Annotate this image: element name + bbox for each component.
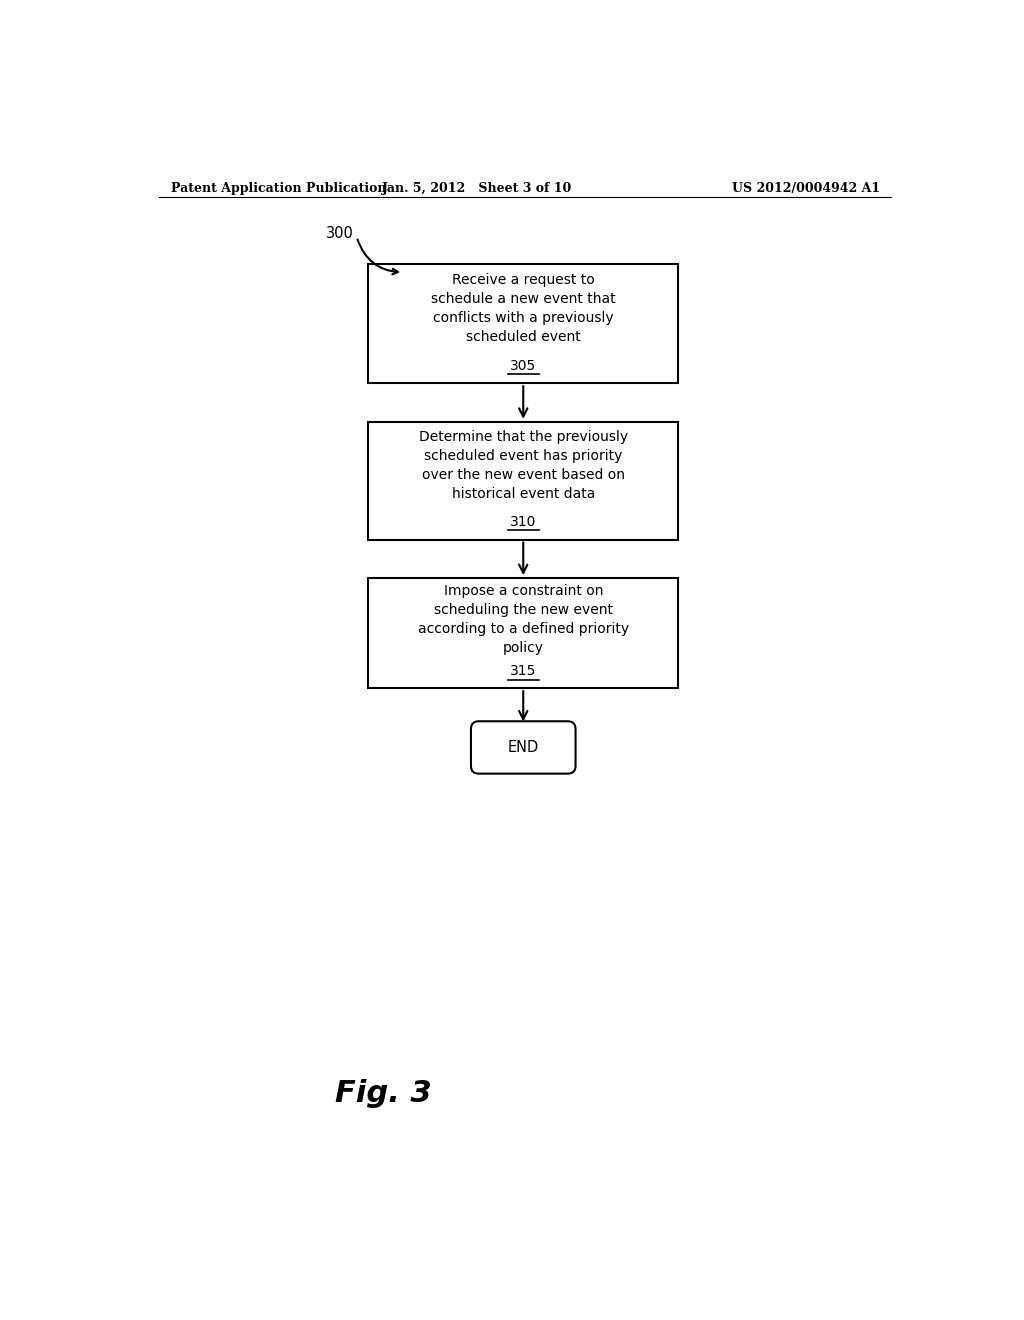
Text: 300: 300 <box>326 226 353 242</box>
Text: 315: 315 <box>510 664 537 678</box>
Text: Receive a request to
schedule a new event that
conflicts with a previously
sched: Receive a request to schedule a new even… <box>431 273 615 343</box>
Text: 305: 305 <box>510 359 537 372</box>
FancyBboxPatch shape <box>369 422 678 540</box>
Text: Jan. 5, 2012   Sheet 3 of 10: Jan. 5, 2012 Sheet 3 of 10 <box>382 182 571 194</box>
Text: Patent Application Publication: Patent Application Publication <box>171 182 386 194</box>
Text: Fig. 3: Fig. 3 <box>336 1080 432 1109</box>
FancyBboxPatch shape <box>369 264 678 383</box>
Text: Impose a constraint on
scheduling the new event
according to a defined priority
: Impose a constraint on scheduling the ne… <box>418 583 629 655</box>
FancyBboxPatch shape <box>471 721 575 774</box>
FancyBboxPatch shape <box>369 578 678 688</box>
Text: Determine that the previously
scheduled event has priority
over the new event ba: Determine that the previously scheduled … <box>419 430 628 500</box>
Text: US 2012/0004942 A1: US 2012/0004942 A1 <box>731 182 880 194</box>
Text: END: END <box>508 741 539 755</box>
Text: 310: 310 <box>510 515 537 529</box>
